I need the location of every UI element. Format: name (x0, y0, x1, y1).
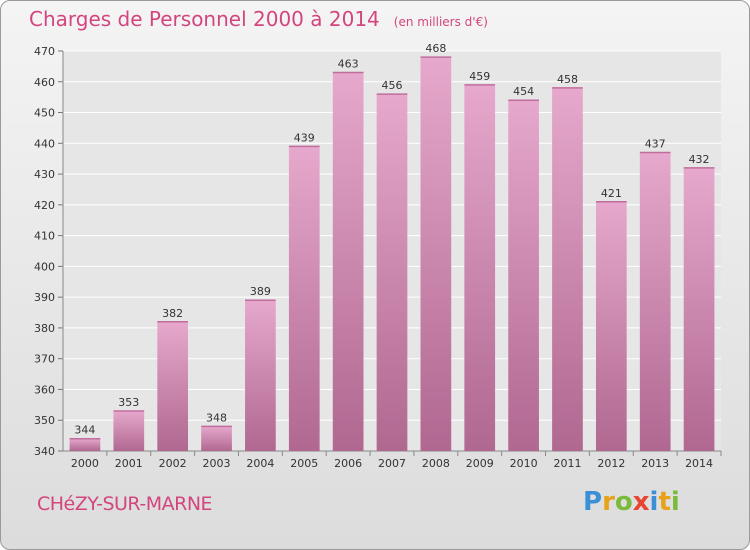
y-tick-label: 460 (34, 76, 55, 89)
x-tick-label: 2008 (422, 457, 450, 470)
x-tick-label: 2003 (203, 457, 231, 470)
y-tick-label: 470 (34, 45, 55, 58)
y-tick-label: 380 (34, 322, 55, 335)
x-tick-label: 2002 (159, 457, 187, 470)
bar (376, 94, 408, 452)
bar (69, 438, 101, 451)
y-tick-label: 450 (34, 107, 55, 120)
bar (508, 100, 539, 451)
x-tick-label: 2013 (641, 457, 669, 470)
bar (113, 411, 145, 451)
x-tick-label: 2005 (290, 457, 318, 470)
y-tick-label: 440 (34, 137, 55, 150)
bar (157, 321, 189, 451)
data-label: 389 (250, 285, 271, 298)
bar (595, 201, 627, 451)
y-tick-label: 400 (34, 260, 55, 273)
data-label: 353 (118, 396, 139, 409)
data-label: 454 (513, 85, 534, 98)
bar (464, 84, 496, 451)
bar (639, 152, 671, 452)
place-name: CHéZY-SUR-MARNE (37, 493, 213, 515)
bar (201, 426, 232, 451)
y-tick-label: 360 (34, 383, 55, 396)
proxiti-logo: Proxiti (583, 487, 680, 517)
y-tick-label: 350 (34, 414, 55, 427)
chart-title: Charges de Personnel 2000 à 2014 (en mill… (29, 7, 488, 31)
data-label: 382 (162, 307, 183, 320)
data-label: 344 (74, 424, 95, 437)
x-tick-label: 2007 (378, 457, 406, 470)
y-tick-label: 390 (34, 291, 55, 304)
data-label: 468 (425, 42, 446, 55)
bar (288, 146, 320, 451)
y-tick-label: 420 (34, 199, 55, 212)
x-tick-label: 2009 (466, 457, 494, 470)
y-tick-label: 410 (34, 230, 55, 243)
data-label: 432 (689, 153, 710, 166)
bar (552, 87, 583, 451)
x-tick-label: 2004 (246, 457, 274, 470)
data-label: 348 (206, 411, 227, 424)
x-tick-label: 2001 (115, 457, 143, 470)
y-tick-label: 370 (34, 353, 55, 366)
data-label: 459 (469, 70, 490, 83)
x-tick-label: 2006 (334, 457, 362, 470)
bar (683, 167, 715, 451)
chart-title-text: Charges de Personnel 2000 à 2014 (29, 7, 380, 31)
bar (332, 72, 364, 452)
y-tick-label: 340 (34, 445, 55, 458)
x-tick-label: 2000 (71, 457, 99, 470)
bar (420, 57, 452, 452)
data-label: 456 (382, 79, 403, 92)
data-label: 439 (294, 131, 315, 144)
x-tick-label: 2014 (685, 457, 713, 470)
y-tick-label: 430 (34, 168, 55, 181)
data-label: 458 (557, 73, 578, 86)
data-label: 437 (645, 138, 666, 151)
x-tick-label: 2012 (597, 457, 625, 470)
chart-unit-note: (en milliers d'€) (393, 15, 488, 29)
x-tick-label: 2010 (510, 457, 538, 470)
data-label: 421 (601, 187, 622, 200)
data-label: 463 (338, 58, 359, 71)
bar (245, 300, 276, 451)
x-tick-label: 2011 (553, 457, 581, 470)
